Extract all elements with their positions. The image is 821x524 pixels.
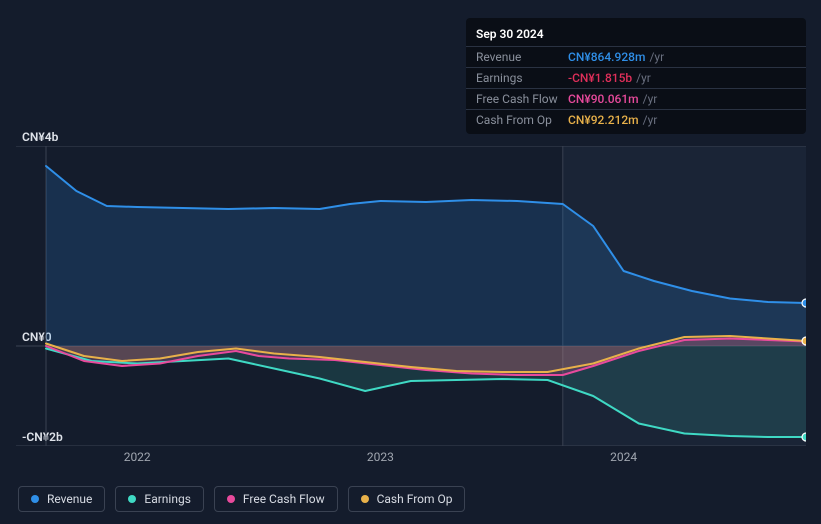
tooltip-value: -CN¥1.815b xyxy=(568,71,632,85)
legend-label: Earnings xyxy=(144,492,191,506)
tooltip-value: CN¥92.212m xyxy=(568,113,639,127)
chart-plot xyxy=(16,146,806,446)
tooltip-row: RevenueCN¥864.928m/yr xyxy=(466,47,806,68)
legend-swatch xyxy=(31,495,39,503)
tooltip-unit: /yr xyxy=(643,113,658,127)
legend: Revenue Earnings Free Cash Flow Cash From O… xyxy=(18,486,465,512)
tooltip-value: CN¥864.928m xyxy=(568,50,645,64)
chart-tooltip: Sep 30 2024 RevenueCN¥864.928m/yrEarning… xyxy=(466,18,806,134)
tooltip-value: CN¥90.061m xyxy=(568,92,639,106)
legend-swatch xyxy=(361,495,369,503)
legend-swatch xyxy=(128,495,136,503)
x-axis-label: 2023 xyxy=(367,450,394,464)
tooltip-label: Cash From Op xyxy=(476,113,568,127)
tooltip-unit: /yr xyxy=(649,50,664,64)
tooltip-unit: /yr xyxy=(636,71,651,85)
legend-label: Free Cash Flow xyxy=(243,492,325,506)
tooltip-row: Free Cash FlowCN¥90.061m/yr xyxy=(466,89,806,110)
x-axis-label: 2022 xyxy=(124,450,151,464)
tooltip-row: Earnings-CN¥1.815b/yr xyxy=(466,68,806,89)
tooltip-date: Sep 30 2024 xyxy=(466,22,806,47)
tooltip-unit: /yr xyxy=(643,92,658,106)
legend-label: Revenue xyxy=(47,492,92,506)
legend-item[interactable]: Earnings xyxy=(115,486,204,512)
tooltip-row: Cash From OpCN¥92.212m/yr xyxy=(466,110,806,130)
tooltip-label: Earnings xyxy=(476,71,568,85)
legend-item[interactable]: Revenue xyxy=(18,486,105,512)
y-axis-label: CN¥4b xyxy=(22,130,58,144)
tooltip-label: Free Cash Flow xyxy=(476,92,568,106)
tooltip-label: Revenue xyxy=(476,50,568,64)
x-axis-label: 2024 xyxy=(610,450,637,464)
legend-swatch xyxy=(227,495,235,503)
legend-item[interactable]: Free Cash Flow xyxy=(214,486,338,512)
legend-item[interactable]: Cash From Op xyxy=(348,486,466,512)
legend-label: Cash From Op xyxy=(377,492,453,506)
